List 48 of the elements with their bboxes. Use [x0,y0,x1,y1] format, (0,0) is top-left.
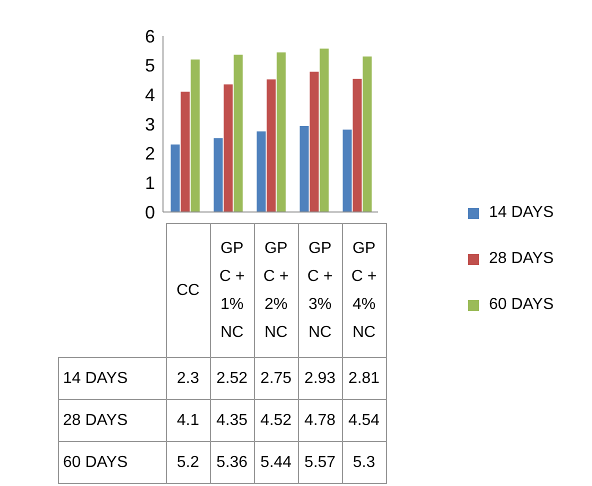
bar [310,72,319,212]
bar [170,144,180,212]
y-tick-label: 5 [144,56,155,76]
x-tick-label: CC [175,280,201,300]
bar [320,48,329,212]
bar [342,130,352,212]
y-tick-label: 1 [144,173,155,194]
text: 28 DAYS [63,412,128,428]
data-label: 2.93 [298,358,342,400]
y-tick-label: 6 [144,26,155,46]
data-label: 5.57 [298,442,342,484]
legend-label: 60 DAYS [489,296,554,314]
data-label: 4.78 [298,400,342,442]
text: 60 DAYS [63,454,128,470]
x-tick-label: GP C + 3% NC [306,238,334,342]
data-label: 4.35 [210,400,254,442]
bar [276,52,286,212]
text: 14 DAYS [63,370,128,386]
bar [300,126,309,212]
x-tick-label: GP C + 1% NC [218,238,246,342]
bar [190,59,200,212]
bar [362,56,372,212]
bar [180,92,190,212]
bar [224,84,233,212]
legend-label: 14 DAYS [489,204,554,222]
bar [256,131,266,212]
y-tick-label: 4 [144,85,155,106]
x-tick-label: GP C + 2% NC [262,238,290,342]
bar [352,78,362,212]
data-label: 5.36 [210,442,254,484]
data-label: 4.52 [254,400,298,442]
data-label: 2.81 [342,358,386,400]
y-tick-label: 0 [144,202,155,222]
y-tick-label: 2 [144,144,155,164]
x-tick-label: GP C + 4% NC [350,238,378,342]
y-tick-label: 3 [144,114,155,134]
data-label: 2.75 [254,358,298,400]
data-label: 4.54 [342,400,386,442]
bar [234,54,243,212]
bar [214,138,223,212]
data-label: 2.52 [210,358,254,400]
data-label: 5.44 [254,442,298,484]
data-label: 5.2 [166,442,210,484]
data-label: 4.1 [166,400,210,442]
legend-label: 28 DAYS [489,250,554,268]
data-label: 2.3 [166,358,210,400]
data-label: 5.3 [342,442,386,484]
bar [266,79,276,212]
